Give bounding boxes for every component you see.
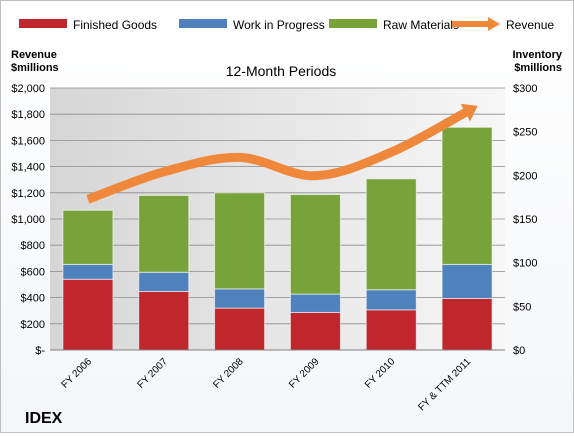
legend-swatch (19, 19, 67, 28)
legend-label: Revenue (506, 18, 554, 32)
right-axis-ticks: $0 $50 $100 $150 $200 $250 $300 (513, 83, 537, 357)
bar-work-in-progress (365, 289, 417, 311)
left-tick-label: $- (35, 345, 45, 357)
bar-finished-goods (441, 297, 493, 351)
right-tick-label: $200 (513, 170, 537, 182)
left-tick-label: $1,000 (11, 214, 45, 226)
category-label: FY 2007 (135, 356, 170, 391)
right-tick-label: $100 (513, 258, 537, 270)
bar-raw-materials (214, 192, 266, 290)
right-tick-label: $150 (513, 214, 537, 226)
bar-raw-materials (138, 194, 190, 273)
legend-swatch (179, 19, 227, 28)
left-tick-label: $1,200 (11, 188, 45, 200)
legend-swatch (329, 19, 377, 28)
bar-finished-goods (214, 307, 266, 351)
gridlines (50, 87, 505, 325)
right-tick-label: $300 (513, 83, 537, 95)
bar-work-in-progress (214, 288, 266, 309)
bar-finished-goods (289, 311, 341, 351)
category-label: FY 2008 (211, 356, 246, 391)
legend-label: Work in Progress (233, 18, 325, 32)
left-tick-label: $800 (21, 240, 45, 252)
left-tick-label: $1,600 (11, 135, 45, 147)
left-tick-label: $1,400 (11, 162, 45, 174)
right-axis-title-line2: $millions (514, 62, 562, 74)
category-labels: FY 2006 FY 2007 FY 2008 FY 2009 FY 2010 FY & … (60, 356, 474, 413)
revenue-line-path (86, 107, 470, 204)
category-label: FY 2009 (287, 356, 322, 391)
right-tick-label: $50 (513, 301, 531, 313)
bar-raw-materials (365, 178, 417, 291)
revenue-arrowhead (460, 103, 478, 122)
chart-title: 12-Month Periods (226, 63, 337, 79)
left-tick-label: $600 (21, 266, 45, 278)
left-tick-label: $1,800 (11, 109, 45, 121)
left-tick-label: $200 (21, 319, 45, 331)
bar-work-in-progress (289, 293, 341, 313)
legend-arrow (488, 17, 500, 31)
left-tick-label: $2,000 (11, 83, 45, 95)
bar-raw-materials (62, 209, 114, 265)
right-tick-label: $0 (513, 345, 525, 357)
right-axis-title-line1: Inventory (512, 49, 562, 61)
bar-raw-materials (441, 126, 493, 265)
left-axis-ticks: $- $200 $400 $600 $800 $1,000 $1,200 $1,400 $1,6… (11, 83, 45, 357)
legend: Finished Goods Work in Progress Raw Materi… (19, 17, 554, 32)
bar-work-in-progress (138, 271, 190, 292)
revenue-line (86, 103, 478, 204)
bar-finished-goods (62, 278, 114, 351)
left-axis-title-line1: Revenue (11, 49, 57, 61)
legend-label: Finished Goods (73, 18, 157, 32)
category-label: FY 2006 (60, 356, 95, 391)
bar-finished-goods (138, 290, 190, 351)
right-tick-label: $250 (513, 127, 537, 139)
category-label: FY & TTM 2011 (416, 356, 473, 413)
bar-raw-materials (289, 194, 341, 295)
category-label: FY 2010 (363, 356, 398, 391)
company-name: IDEX (25, 410, 63, 427)
bar-work-in-progress (62, 263, 114, 280)
bar-finished-goods (365, 309, 417, 351)
left-axis-title-line2: $millions (11, 62, 59, 74)
bar-series (62, 126, 493, 351)
left-tick-label: $400 (21, 293, 45, 305)
bar-work-in-progress (441, 263, 493, 299)
legend-label: Raw Materials (383, 18, 459, 32)
